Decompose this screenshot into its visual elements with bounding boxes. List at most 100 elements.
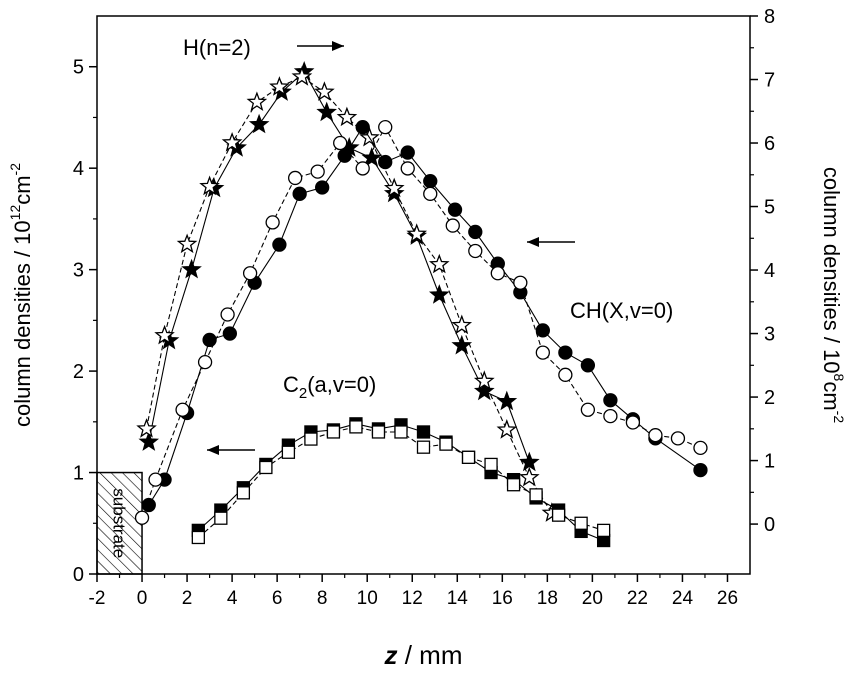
series-layer <box>134 60 708 548</box>
y-right-tick-label: 7 <box>764 70 775 92</box>
y-right-label-exp2: -2 <box>831 411 847 424</box>
data-point-square <box>371 425 386 439</box>
data-point-circle <box>625 415 641 430</box>
y-right-tick-label: 3 <box>764 324 775 346</box>
data-point-square <box>416 440 431 454</box>
data-point-star <box>248 113 270 134</box>
series-line-square-filled <box>197 423 604 542</box>
data-point-circle <box>670 431 686 446</box>
data-point-circle <box>272 237 287 252</box>
y-left-label-exp1: 12 <box>7 205 23 221</box>
data-point-circle <box>603 393 618 408</box>
data-point-star <box>221 131 243 152</box>
ch-series-label: CH(X,v=0) <box>570 298 673 323</box>
data-point-circle <box>378 154 393 170</box>
data-point-circle <box>400 161 415 176</box>
series-line-square-open <box>197 426 604 538</box>
data-point-circle <box>197 354 213 370</box>
y-left-tick-label: 4 <box>73 158 84 180</box>
data-point-circle <box>603 408 618 424</box>
x-tick-label: 2 <box>182 588 193 609</box>
x-tick-label: 18 <box>537 588 558 609</box>
data-point-star <box>316 101 337 122</box>
data-point-circle <box>175 402 190 417</box>
y-left-tick-label: 1 <box>73 463 84 485</box>
data-point-circle <box>693 462 708 478</box>
data-point-star <box>246 91 268 112</box>
data-point-circle <box>242 266 258 281</box>
data-point-circle <box>141 497 156 513</box>
y-right-tick-label: 4 <box>764 260 775 282</box>
data-point-star <box>496 419 518 439</box>
data-point-circle <box>693 440 708 456</box>
data-point-circle <box>310 164 325 179</box>
x-tick-label: 4 <box>227 588 238 609</box>
data-point-square <box>304 432 318 446</box>
data-point-square <box>191 530 205 545</box>
y-right-tick-label: 8 <box>764 6 775 28</box>
y-right-label-base: column densities / 10 <box>819 167 844 374</box>
data-point-star <box>519 451 540 472</box>
data-point-star <box>136 418 157 438</box>
data-point-circle <box>580 402 596 417</box>
data-point-circle <box>292 186 307 201</box>
data-point-circle <box>468 224 483 240</box>
x-axis-label-variable: z <box>384 640 398 670</box>
data-point-circle <box>535 345 550 360</box>
y-left-tick-label: 3 <box>73 260 84 282</box>
data-point-circle <box>447 202 463 217</box>
data-point-circle <box>355 119 370 135</box>
x-tick-label: 22 <box>627 588 648 609</box>
substrate-label: substrate <box>110 488 129 558</box>
data-point-circle <box>315 180 330 195</box>
data-point-circle <box>400 145 415 160</box>
data-point-square <box>236 486 251 500</box>
y-left-tick-label: 2 <box>73 361 84 383</box>
x-tick-label: 0 <box>137 588 148 609</box>
y-right-tick-label: 6 <box>764 133 775 155</box>
y-right-label-exp1: 8 <box>831 374 847 382</box>
y-right-label-mid: cm <box>819 381 844 410</box>
x-tick-label: 6 <box>272 588 283 609</box>
data-point-square <box>281 445 296 459</box>
data-point-circle <box>445 218 460 233</box>
data-point-star <box>314 81 335 101</box>
data-point-circle <box>355 161 370 176</box>
c2-label-base: C <box>283 372 299 397</box>
x-tick-label: 14 <box>447 588 469 609</box>
data-point-circle <box>378 119 393 135</box>
y-left-label-mid: cm <box>10 175 35 204</box>
y-right-tick-label: 0 <box>764 514 775 536</box>
c2-label-rest: (a,v=0) <box>307 372 376 397</box>
data-point-circle <box>648 428 663 443</box>
y-right-tick-label: 5 <box>764 197 775 219</box>
arrow-head <box>527 237 539 247</box>
data-point-circle <box>222 326 238 341</box>
y-left-label-base: column densities / 10 <box>10 220 35 427</box>
y-axis-left-label: column densities / 1012cm-2 <box>7 163 35 427</box>
h-series-label: H(n=2) <box>183 35 251 60</box>
data-point-star <box>291 66 313 86</box>
data-point-star <box>361 147 383 167</box>
data-point-square <box>214 511 228 525</box>
c2-label-sub: 2 <box>299 385 307 402</box>
data-point-square <box>394 425 408 439</box>
y-right-tick-label: 2 <box>764 387 775 409</box>
data-point-circle <box>220 307 235 322</box>
data-point-circle <box>468 243 483 259</box>
data-point-star <box>519 466 540 487</box>
x-tick-label: 26 <box>717 588 738 609</box>
c2-series-label: C2(a,v=0) <box>283 372 376 402</box>
data-point-square <box>596 523 611 538</box>
data-point-square <box>484 457 498 472</box>
series-line-star-filled <box>148 70 530 463</box>
data-point-square <box>574 516 588 530</box>
data-point-star <box>154 324 175 345</box>
data-point-star <box>138 431 160 451</box>
data-point-star <box>383 177 405 198</box>
data-point-circle <box>288 170 303 186</box>
data-point-circle <box>134 510 150 525</box>
y-right-tick-label: 1 <box>764 451 775 473</box>
